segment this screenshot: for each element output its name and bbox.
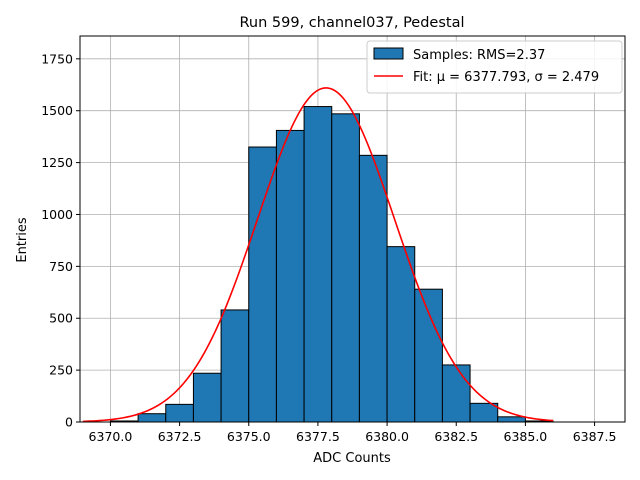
y-tick-label: 1000 [41,207,73,222]
x-tick-label: 6387.5 [573,429,617,444]
fit-curve [82,87,554,423]
x-tick-label: 6377.5 [296,429,340,444]
fit-line [82,87,554,423]
x-tick-label: 6375.0 [227,429,271,444]
legend-histogram-swatch [373,47,404,60]
legend-histogram-label: Samples: RMS=2.37 [413,48,545,63]
chart-title: Run 599, channel037, Pedestal [239,15,464,31]
histogram-bar [331,113,360,423]
plot-frame [79,35,626,423]
y-tick-label: 750 [49,259,73,274]
y-tick-label: 1750 [41,51,73,66]
legend-fit-label: Fit: μ = 6377.793, σ = 2.479 [413,70,599,85]
histogram-bar [414,288,443,423]
histogram-bars [109,106,554,423]
histogram-bar [441,364,471,423]
histogram-bar [165,403,194,423]
x-tick-label: 6370.0 [89,429,133,444]
histogram-bar [469,402,499,423]
y-tick-label: 500 [49,311,73,326]
x-tick-label: 6380.0 [365,429,409,444]
x-axis-ticks: 6370.0 6372.5 6375.0 6377.5 6380.0 6382.5 6385… [89,422,617,444]
y-tick-label: 1500 [41,103,73,118]
histogram-bar [497,416,526,423]
histogram-bar [303,106,333,423]
legend-box [366,40,623,94]
histogram-bar [275,129,305,423]
histogram-bar [248,146,277,423]
legend: Samples: RMS=2.37 Fit: μ = 6377.793, σ =… [366,40,623,94]
histogram-bar [192,372,222,423]
y-tick-label: 0 [65,415,73,430]
histogram-bar [220,309,250,423]
histogram-bar [386,246,416,423]
y-tick-label: 1250 [41,155,73,170]
x-tick-label: 6372.5 [158,429,202,444]
y-axis-label: Entries [15,217,30,263]
histogram-bar [358,154,388,423]
x-tick-label: 6385.0 [504,429,548,444]
y-tick-label: 250 [49,363,73,378]
y-axis-ticks: 0 250 500 750 1000 1250 1500 1750 [41,51,80,430]
histogram-bar [137,413,167,423]
x-tick-label: 6382.5 [434,429,478,444]
x-axis-label: ADC Counts [313,451,391,466]
